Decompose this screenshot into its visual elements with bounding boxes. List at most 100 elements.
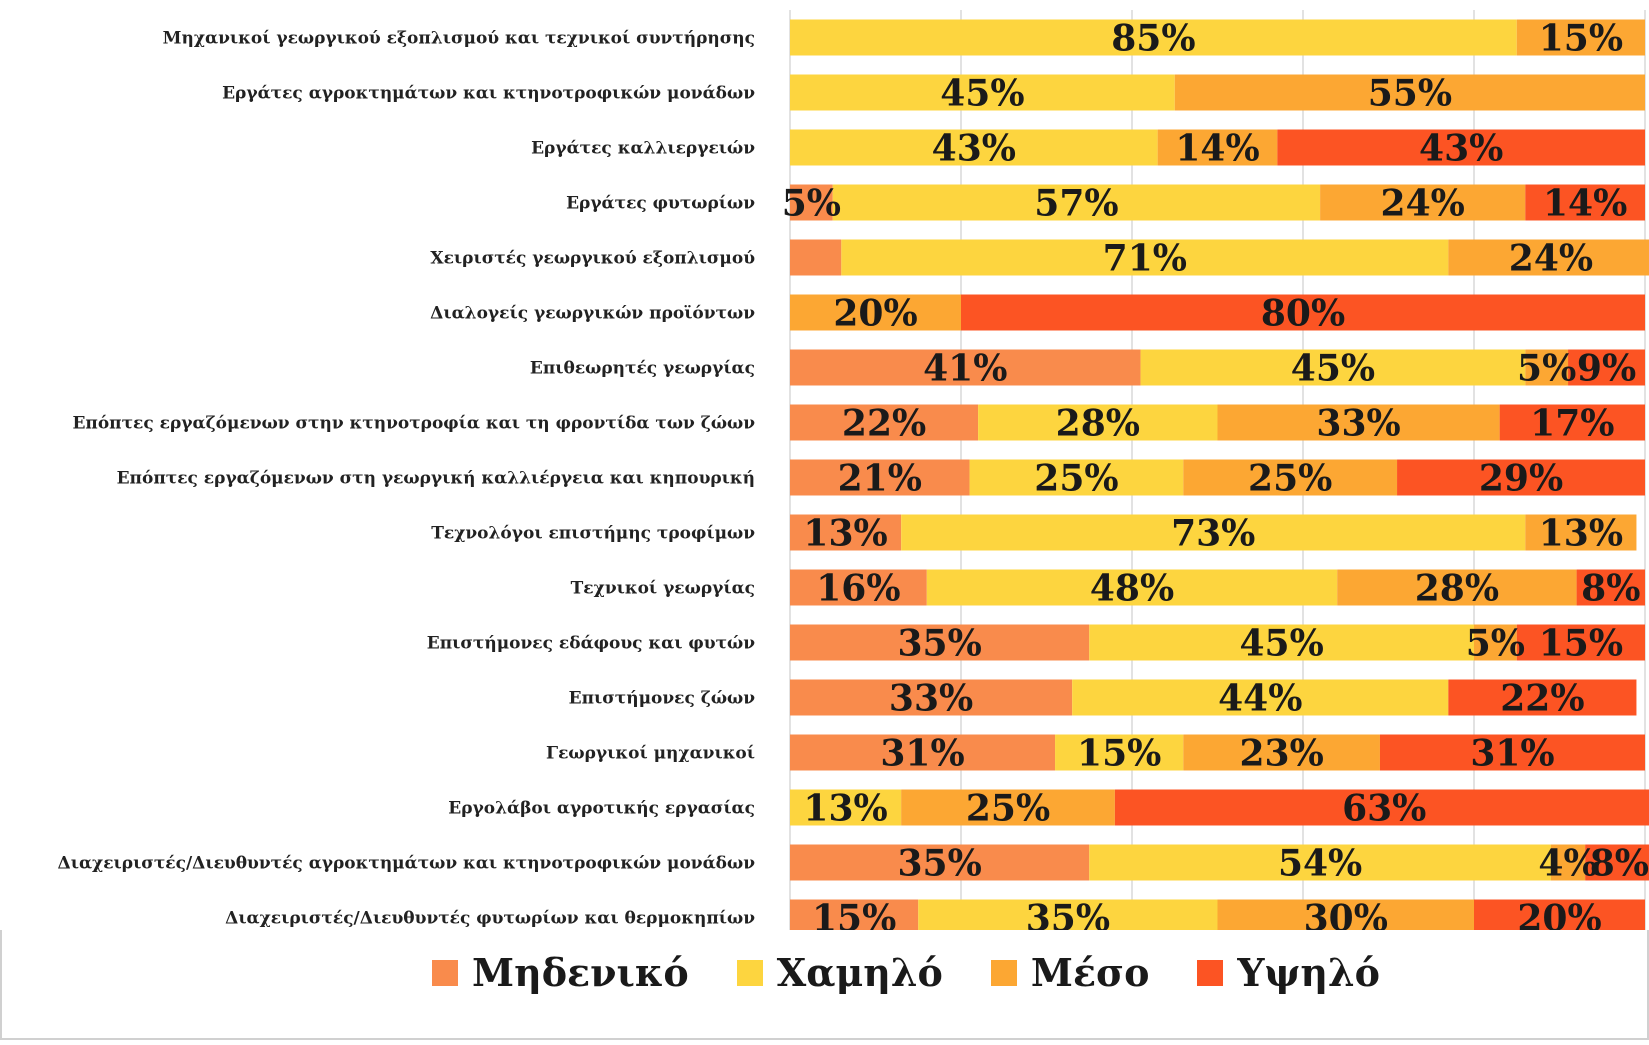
bar-segment <box>1550 844 1586 881</box>
bar-segment <box>790 349 1141 386</box>
bar-segment <box>790 129 1158 166</box>
data-label: 25% <box>1248 458 1332 500</box>
data-label: 8% <box>1581 568 1640 610</box>
data-label: 29% <box>1479 458 1563 500</box>
bar-segment <box>1217 899 1474 930</box>
data-label: 35% <box>897 623 981 665</box>
bar-segment <box>1576 569 1645 606</box>
bar-segment <box>901 789 1115 826</box>
bar-segment <box>1140 349 1526 386</box>
data-label: 9% <box>1577 348 1636 390</box>
data-label: 55% <box>1368 73 1452 115</box>
legend-swatch <box>432 959 458 986</box>
data-label: 15% <box>1077 733 1161 775</box>
category-label: Χειριστές γεωργικού εξοπλισμού <box>430 249 755 269</box>
bar-segment <box>1089 844 1551 881</box>
data-label: 14% <box>1175 128 1259 170</box>
bar-segment <box>1525 184 1645 221</box>
category-label: Μηχανικοί γεωργικού εξοπλισμού και τεχνι… <box>163 29 755 49</box>
data-label: 13% <box>803 513 887 555</box>
bar-segment <box>790 789 902 826</box>
data-label: 71% <box>1103 238 1187 280</box>
bar-segment <box>790 679 1073 716</box>
data-label: 16% <box>816 568 900 610</box>
data-label: 43% <box>1419 128 1503 170</box>
data-label: 33% <box>1316 403 1400 445</box>
bar-segment <box>1089 624 1474 661</box>
data-label: 5% <box>1466 623 1525 665</box>
data-label: 28% <box>1056 403 1140 445</box>
data-label: 4% <box>1538 843 1597 885</box>
bar-segment <box>926 569 1338 606</box>
bar-segment <box>969 459 1184 496</box>
data-label: 24% <box>1509 238 1593 280</box>
bar-segment <box>1397 459 1645 496</box>
category-label: Διαλογείς γεωργικών προϊόντων <box>430 304 755 324</box>
legend: Μηδενικό Χαμηλό Μέσο Υψηλό <box>0 930 1649 1040</box>
data-label: 22% <box>1500 678 1584 720</box>
data-label: 33% <box>889 678 973 720</box>
category-label: Διαχειριστές/Διευθυντές αγροκτημάτων και… <box>58 854 756 874</box>
legend-item: Υψηλό <box>1197 950 1380 995</box>
bar-segment <box>1055 734 1184 771</box>
data-label: 21% <box>838 458 922 500</box>
bar-segment <box>1183 734 1380 771</box>
data-label: 20% <box>1517 898 1601 931</box>
data-label: 28% <box>1415 568 1499 610</box>
data-label: 35% <box>1026 898 1110 931</box>
category-label: Γεωργικοί μηχανικοί <box>546 744 755 764</box>
data-label: 5% <box>782 183 841 225</box>
data-label: 8% <box>1590 843 1649 885</box>
data-label: 45% <box>1291 348 1375 390</box>
bar-segment <box>1525 514 1637 551</box>
bar-segment <box>790 184 833 221</box>
bar-segment <box>1174 74 1645 111</box>
category-label: Επιστήμονες ζώων <box>569 689 756 709</box>
category-label: Εργάτες καλλιεργειών <box>531 139 755 159</box>
data-label: 35% <box>897 843 981 885</box>
data-label: 13% <box>803 788 887 830</box>
bar-segment <box>901 514 1526 551</box>
category-labels: Μηχανικοί γεωργικού εξοπλισμού και τεχνι… <box>58 29 756 929</box>
bars <box>790 19 1649 930</box>
data-label: 20% <box>833 293 917 335</box>
data-label: 25% <box>1034 458 1118 500</box>
bar-segment <box>790 844 1090 881</box>
category-label: Επόπτες εργαζόμενων στην κτηνοτροφία και… <box>72 414 755 434</box>
category-label: Επιστήμονες εδάφους και φυτών <box>427 634 755 654</box>
data-label: 13% <box>1539 513 1623 555</box>
data-label: 31% <box>880 733 964 775</box>
legend-items: Μηδενικό Χαμηλό Μέσο Υψηλό <box>432 950 1380 995</box>
bar-segment <box>1157 129 1278 166</box>
bar-segment <box>790 74 1175 111</box>
bar-segment <box>790 459 970 496</box>
bar-segment <box>1337 569 1577 606</box>
data-label: 57% <box>1034 183 1118 225</box>
legend-item: Μηδενικό <box>432 950 689 995</box>
data-label: 41% <box>923 348 1007 390</box>
bar-segment <box>790 624 1090 661</box>
data-label: 5% <box>1517 348 1576 390</box>
category-label: Επόπτες εργαζόμενων στη γεωργική καλλιέρ… <box>117 469 755 489</box>
bar-segment <box>1525 349 1569 386</box>
data-label: 44% <box>1218 678 1302 720</box>
bar-segment <box>790 899 919 930</box>
data-label: 54% <box>1278 843 1362 885</box>
category-label: Εργολάβοι αγροτικής εργασίας <box>448 799 755 819</box>
data-label: 31% <box>1470 733 1554 775</box>
data-label: 48% <box>1090 568 1174 610</box>
legend-swatch <box>736 959 763 986</box>
bar-segment <box>1516 19 1645 56</box>
data-labels: 85% 15% 45% 55% 43% 14% 43% 5% 57% 24% 14% 71% 24% 20… <box>782 18 1649 931</box>
bar-segment <box>1474 899 1645 930</box>
data-label: 85% <box>1111 18 1195 60</box>
category-label: Εργάτες φυτωρίων <box>566 194 755 214</box>
bar-segment <box>978 404 1218 441</box>
data-label: 15% <box>1539 623 1623 665</box>
category-label: Επιθεωρητές γεωργίας <box>530 359 755 379</box>
category-label: Εργάτες αγροκτημάτων και κτηνοτροφικών μ… <box>222 84 755 104</box>
data-label: 45% <box>1239 623 1323 665</box>
data-label: 15% <box>812 898 896 931</box>
data-label: 30% <box>1304 898 1388 931</box>
bar-segment <box>1320 184 1526 221</box>
